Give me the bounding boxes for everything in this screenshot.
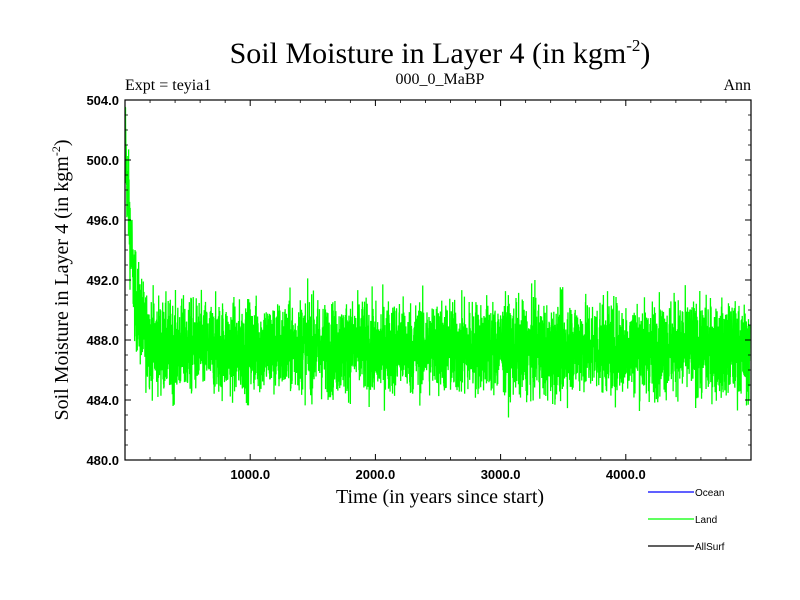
chart-title-sup: -2 [626, 36, 640, 55]
subtitle-left: Expt = teyia1 [125, 77, 211, 94]
y-axis-label-close: ) [51, 139, 73, 146]
plot-frame [124, 99, 752, 461]
series-layer [124, 106, 751, 418]
subtitle-center: 000_0_MaBP [396, 71, 485, 88]
chart-title-close: ) [640, 37, 650, 70]
subtitle-right: Ann [723, 77, 751, 94]
legend-label-allsurf: AllSurf [695, 542, 725, 553]
x-tick-label: 4000.0 [606, 467, 646, 482]
legend: Ocean Land AllSurf [648, 488, 725, 553]
y-axis-label-sup: -2 [49, 146, 63, 156]
y-tick-label: 480.0 [86, 453, 119, 468]
y-axis-label-main: Soil Moisture in Layer 4 (in kgm [51, 156, 73, 421]
legend-label-land: Land [695, 515, 717, 526]
y-tick-label: 492.0 [86, 273, 119, 288]
y-tick-label: 504.0 [86, 93, 119, 108]
y-tick-label: 488.0 [86, 333, 119, 348]
x-axis-label: Time (in years since start) [336, 486, 544, 508]
x-tick-label: 2000.0 [356, 467, 396, 482]
y-tick-label: 484.0 [86, 393, 119, 408]
series-land-line [124, 106, 751, 418]
x-tick-label: 1000.0 [230, 467, 270, 482]
y-axis-label: Soil Moisture in Layer 4 (in kgm-2) [49, 139, 73, 420]
y-axis: 480.0 484.0 488.0 492.0 496.0 500.0 504.0 [86, 93, 751, 468]
chart-title: Soil Moisture in Layer 4 (in kgm-2) [230, 36, 651, 70]
x-axis: 1000.0 2000.0 3000.0 4000.0 [149, 100, 727, 482]
y-tick-label: 500.0 [86, 153, 119, 168]
plot-area: 480.0 484.0 488.0 492.0 496.0 500.0 504.0 1000… [86, 93, 752, 482]
x-tick-label: 3000.0 [481, 467, 521, 482]
chart-title-main: Soil Moisture in Layer 4 (in kgm [230, 37, 627, 70]
legend-label-ocean: Ocean [695, 488, 724, 499]
y-tick-label: 496.0 [86, 213, 119, 228]
